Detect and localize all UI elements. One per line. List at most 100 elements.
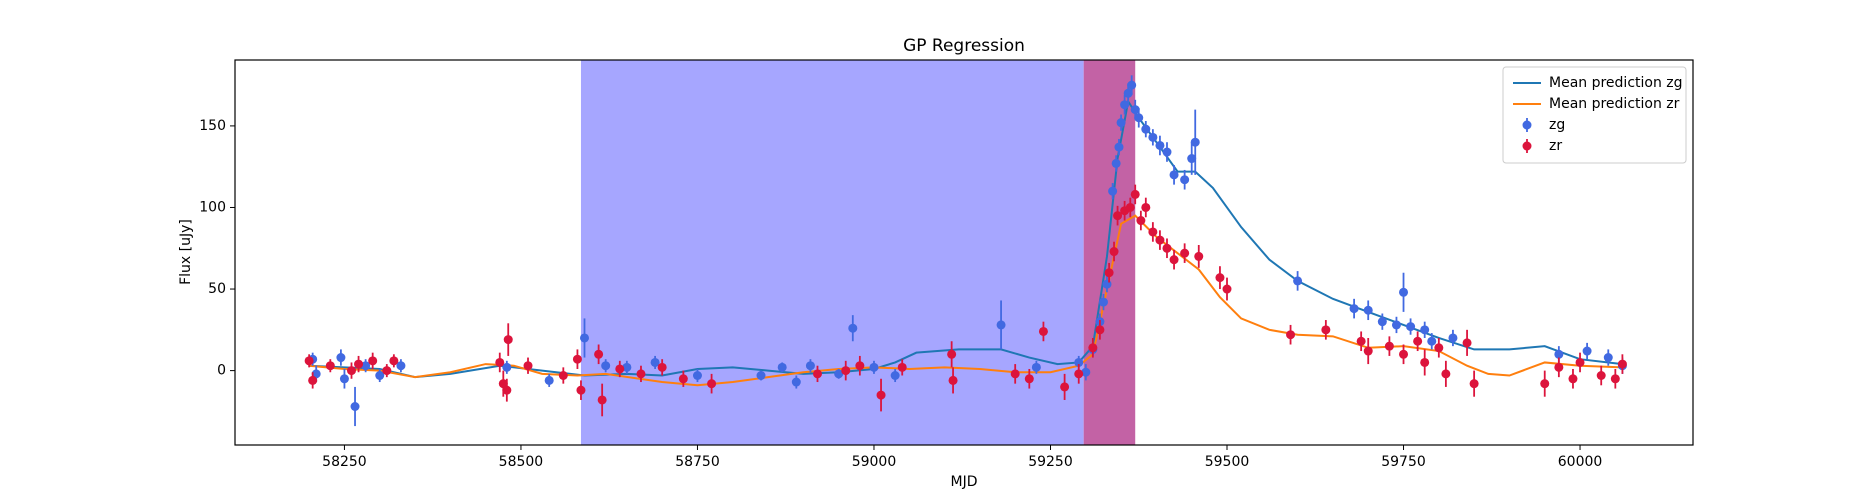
data-point (692, 371, 702, 381)
data-point (876, 390, 886, 400)
legend-label: Mean prediction zr (1549, 96, 1680, 112)
data-point (375, 371, 385, 381)
data-point (594, 349, 604, 359)
x-tick-label: 60000 (1558, 454, 1603, 470)
data-point (346, 366, 356, 376)
data-point (1363, 346, 1373, 356)
data-point (1074, 369, 1084, 379)
data-point (890, 371, 900, 381)
data-point (1575, 357, 1585, 367)
legend-swatch (1522, 120, 1532, 130)
y-tick-label: 50 (208, 281, 226, 297)
data-point (1136, 216, 1146, 226)
data-point (576, 385, 586, 395)
data-point (1448, 333, 1458, 343)
data-point (1130, 105, 1140, 115)
y-tick-label: 100 (199, 199, 226, 215)
legend-label: zg (1549, 117, 1565, 133)
data-point (1391, 320, 1401, 330)
data-point (848, 323, 858, 333)
data-point (622, 362, 632, 372)
data-point (1321, 325, 1331, 335)
legend-box (1502, 66, 1687, 164)
y-axis-label: Flux [uJy] (178, 219, 194, 285)
x-tick-label: 59250 (1028, 454, 1073, 470)
data-point (579, 333, 589, 343)
data-point (615, 364, 625, 374)
data-point (1162, 147, 1172, 157)
data-point (523, 361, 533, 371)
data-point (1441, 369, 1451, 379)
data-point (1031, 362, 1041, 372)
data-point (339, 374, 349, 384)
data-point (707, 379, 717, 389)
data-point (1384, 341, 1394, 351)
data-point (1123, 88, 1133, 98)
data-point (1286, 330, 1296, 340)
data-point (1134, 113, 1144, 123)
data-point (1141, 202, 1151, 212)
data-point (791, 377, 801, 387)
data-point (1095, 325, 1105, 335)
data-point (1420, 325, 1430, 335)
data-point (897, 362, 907, 372)
data-point (636, 369, 646, 379)
data-point (1081, 367, 1091, 377)
x-tick-label: 59750 (1381, 454, 1426, 470)
data-point (1060, 382, 1070, 392)
data-point (650, 357, 660, 367)
data-point (1125, 202, 1135, 212)
data-point (502, 385, 512, 395)
x-axis-label: MJD (951, 474, 978, 490)
data-point (1038, 326, 1048, 336)
data-point (834, 369, 844, 379)
data-point (756, 371, 766, 381)
data-point (308, 375, 318, 385)
data-point (855, 361, 865, 371)
legend-label: zr (1549, 138, 1562, 154)
data-point (1363, 305, 1373, 315)
data-point (1141, 124, 1151, 134)
data-point (1399, 349, 1409, 359)
data-point (1120, 100, 1130, 110)
plot-area (304, 60, 1627, 445)
data-point (1603, 353, 1613, 363)
y-tick-label: 150 (199, 118, 226, 134)
data-point (325, 361, 335, 371)
data-point (503, 335, 513, 345)
data-point (1169, 170, 1179, 180)
data-point (354, 359, 364, 369)
data-point (657, 362, 667, 372)
legend-label: Mean prediction zg (1549, 75, 1683, 91)
data-point (1109, 247, 1119, 257)
data-point (1088, 343, 1098, 353)
data-point (1596, 371, 1606, 381)
data-point (1169, 255, 1179, 265)
data-point (389, 356, 399, 366)
data-point (678, 374, 688, 384)
shaded-span (580, 60, 1084, 445)
data-point (572, 354, 582, 364)
data-point (597, 395, 607, 405)
data-point (368, 356, 378, 366)
data-point (601, 361, 611, 371)
data-point (1190, 137, 1200, 147)
data-point (812, 369, 822, 379)
shaded-span (1083, 60, 1136, 445)
data-point (996, 320, 1006, 330)
data-point (1130, 189, 1140, 199)
data-point (382, 366, 392, 376)
data-point (495, 357, 505, 367)
data-point (336, 353, 346, 363)
data-point (1162, 243, 1172, 253)
data-point (1554, 362, 1564, 372)
data-point (361, 361, 371, 371)
data-point (947, 349, 957, 359)
data-point (502, 362, 512, 372)
data-point (948, 375, 958, 385)
data-point (1406, 322, 1416, 332)
data-point (1024, 374, 1034, 384)
x-tick-label: 58500 (499, 454, 544, 470)
data-point (1554, 349, 1564, 359)
plot-frame (234, 59, 1694, 446)
